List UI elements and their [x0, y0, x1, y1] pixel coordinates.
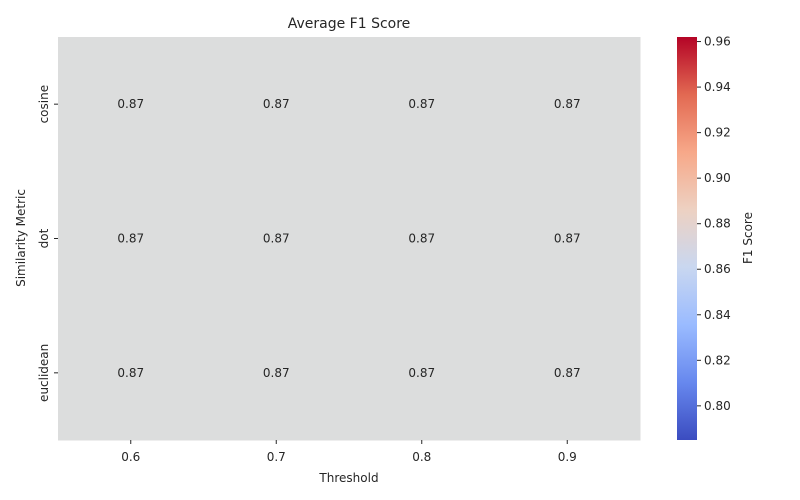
cell-value-label: 0.87	[263, 97, 290, 111]
y-tick-label: euclidean	[37, 344, 51, 402]
cell-value-label: 0.87	[554, 97, 581, 111]
colorbar-label: F1 Score	[741, 212, 755, 264]
x-axis-label: Threshold	[318, 471, 378, 485]
heatmap-cell	[58, 37, 204, 172]
cell-value-label: 0.87	[117, 366, 144, 380]
colorbar-tick-label: 0.86	[704, 262, 731, 276]
heatmap-cell	[203, 305, 350, 441]
heatmap-cell	[58, 305, 204, 441]
y-axis-ticks: cosine dot euclidean	[37, 85, 58, 402]
x-tick-label: 0.6	[121, 450, 140, 464]
colorbar-ticks: 0.80 0.82 0.84 0.86 0.88 0.90 0.92 0.94 0.96	[697, 35, 731, 413]
colorbar-tick-label: 0.82	[704, 353, 731, 367]
colorbar-tick-label: 0.88	[704, 217, 731, 231]
heatmap-cell	[58, 171, 204, 307]
cell-value-label: 0.87	[554, 232, 581, 246]
heatmap-cells	[58, 37, 641, 441]
cell-value-label: 0.87	[408, 366, 435, 380]
cell-value-label: 0.87	[554, 366, 581, 380]
colorbar-tick-label: 0.94	[704, 80, 731, 94]
heatmap-cell	[349, 171, 495, 307]
heatmap-cell	[494, 171, 641, 307]
chart-title: Average F1 Score	[288, 16, 411, 32]
heatmap-cell	[349, 305, 495, 441]
heatmap-cell	[349, 37, 495, 172]
heatmap-cell	[203, 171, 350, 307]
x-tick-label: 0.9	[558, 450, 577, 464]
colorbar-tick-label: 0.84	[704, 308, 731, 322]
cell-value-label: 0.87	[263, 232, 290, 246]
heatmap-cell	[494, 305, 641, 441]
colorbar-tick-label: 0.92	[704, 126, 731, 140]
y-tick-label: cosine	[37, 85, 51, 124]
x-tick-label: 0.7	[267, 450, 286, 464]
y-axis-label: Similarity Metric	[14, 189, 28, 287]
colorbar-tick-label: 0.90	[704, 171, 731, 185]
cell-value-label: 0.87	[117, 232, 144, 246]
x-axis-ticks: 0.6 0.7 0.8 0.9	[121, 440, 577, 464]
y-tick-label: dot	[37, 228, 51, 248]
cell-value-label: 0.87	[263, 366, 290, 380]
colorbar-tick-label: 0.80	[704, 399, 731, 413]
heatmap-cell-labels: 0.87 0.87 0.87 0.87 0.87 0.87 0.87 0.87 0.87 0.87…	[117, 97, 580, 380]
x-tick-label: 0.8	[412, 450, 431, 464]
cell-value-label: 0.87	[408, 97, 435, 111]
colorbar-tick-label: 0.96	[704, 35, 731, 49]
heatmap-cell	[203, 37, 350, 172]
heatmap-cell	[494, 37, 641, 172]
cell-value-label: 0.87	[408, 232, 435, 246]
cell-value-label: 0.87	[117, 97, 144, 111]
colorbar	[677, 37, 697, 440]
